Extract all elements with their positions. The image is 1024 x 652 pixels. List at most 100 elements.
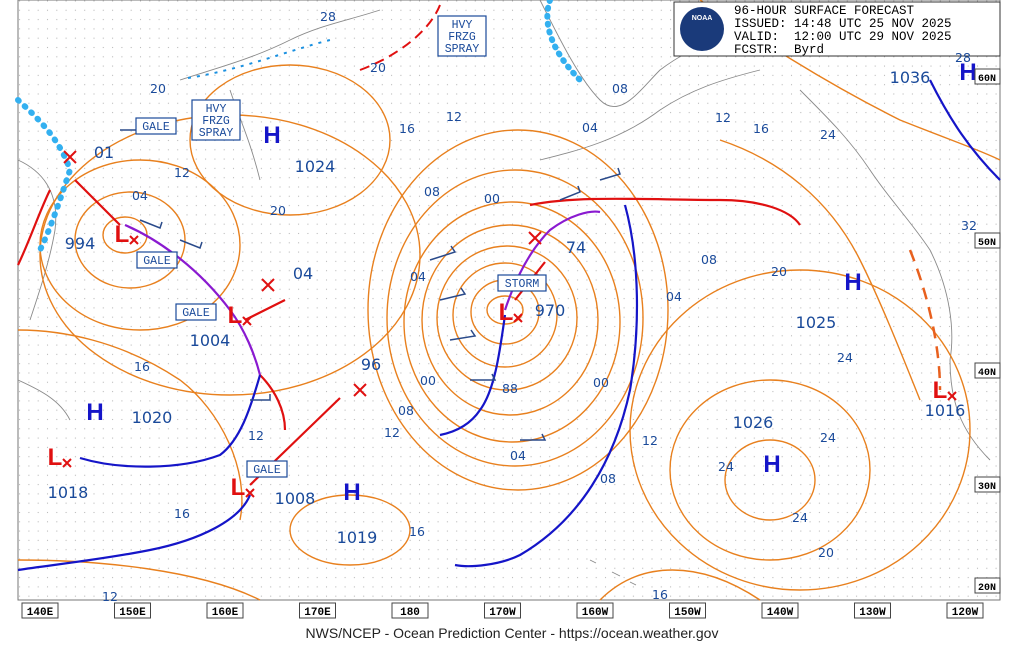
latitude-label: 60N	[978, 74, 996, 85]
center-pressure: 970	[535, 301, 566, 320]
isobar-label: 08	[612, 81, 628, 96]
footer: NWS/NCEP - Ocean Prediction Center - htt…	[306, 625, 719, 641]
center-pressure: 1008	[275, 489, 316, 508]
longitude-label: 150W	[674, 607, 701, 619]
center-cross	[513, 313, 523, 323]
longitude-label: 120W	[952, 607, 979, 619]
warning-box	[246, 460, 288, 478]
latitude-box	[974, 577, 1001, 594]
warning-text: SPRAY	[199, 127, 234, 140]
center-cross	[261, 278, 275, 292]
longitude-box	[21, 602, 59, 619]
logo-text: NOAA	[692, 15, 713, 22]
isobar-label: 16	[652, 587, 668, 602]
isobar-label: 12	[384, 425, 400, 440]
isobar-label: 04	[510, 448, 526, 463]
isobar-label: 20	[150, 81, 166, 96]
warning-text: HVY	[206, 103, 227, 116]
warning-text: FRZG	[202, 115, 230, 128]
center-symbol: L	[48, 444, 63, 471]
header-line: VALID: 12:00 UTC 29 NOV 2025	[734, 30, 952, 44]
isobar-label: 28	[955, 50, 971, 65]
isobar-label: 04	[582, 120, 598, 135]
header: NOAA 96-HOUR SURFACE FORECAST ISSUED: 14…	[673, 1, 1001, 57]
center-pressure: 1004	[190, 331, 231, 350]
header-box	[673, 1, 1001, 57]
center-cross	[62, 458, 72, 468]
center-pressure: 1026	[733, 413, 774, 432]
longitude-box	[669, 602, 706, 619]
isobar-label: 12	[642, 433, 658, 448]
warning-box	[437, 15, 487, 57]
center-symbol: H	[86, 399, 103, 426]
isobar-label: 12	[715, 110, 731, 125]
center-symbol: H	[263, 122, 280, 149]
center-symbol: H	[844, 269, 861, 296]
warning-text: SPRAY	[445, 43, 480, 56]
isobars	[17, 0, 1001, 601]
header-line: ISSUED: 14:48 UTC 25 NOV 2025	[734, 17, 952, 31]
isobar-label: 08	[398, 403, 414, 418]
isobar-label: 24	[837, 350, 853, 365]
isobar-label: 28	[320, 9, 336, 24]
center-symbol: L	[933, 377, 948, 404]
center-pressure: 1016	[925, 401, 966, 420]
isobar-label: 16	[174, 506, 190, 521]
longitude-label: 180	[400, 607, 420, 619]
warning-box	[191, 99, 241, 141]
isobar-label: 24	[820, 430, 836, 445]
longitude-label: 160W	[582, 607, 609, 619]
latitude-box	[974, 476, 1001, 493]
isobar-label: 16	[134, 359, 150, 374]
isobar-label: 20	[771, 264, 787, 279]
latitude-box	[974, 362, 1001, 379]
center-cross	[245, 488, 255, 498]
warning-box	[175, 303, 217, 321]
isobar-label: 24	[718, 459, 734, 474]
center-cross	[129, 235, 139, 245]
isobar-label: 24	[792, 510, 808, 525]
longitude-box	[299, 602, 336, 619]
center-pressure: 1024	[295, 157, 336, 176]
center-pressure: 1025	[796, 313, 837, 332]
center-cross	[353, 383, 367, 397]
isobar-label: 12	[446, 109, 462, 124]
latitude-label: 30N	[978, 482, 996, 493]
longitude-label: 170E	[304, 607, 331, 619]
coastlines	[17, 0, 991, 586]
center-cross	[63, 150, 77, 164]
isobar-label: 08	[600, 471, 616, 486]
isobar-label: 16	[753, 121, 769, 136]
isobar-label: 12	[102, 589, 118, 604]
isobar-label: 04	[410, 269, 426, 284]
center-symbol: L	[231, 474, 246, 501]
logo	[680, 7, 724, 51]
fronts	[15, 0, 1001, 572]
warning-text: FRZG	[448, 31, 476, 44]
longitude-box	[114, 602, 151, 619]
isobar-label: 88	[502, 381, 518, 396]
longitude-box	[206, 602, 244, 619]
isobar-label: 00	[484, 191, 500, 206]
longitude-label: 130W	[859, 607, 886, 619]
latitude-label: 40N	[978, 368, 996, 379]
center-symbol: L	[228, 302, 243, 329]
center-pressure: 96	[361, 355, 381, 374]
center-pressure: 01	[94, 143, 114, 162]
longitude-box	[484, 602, 521, 619]
warning-box	[497, 274, 547, 292]
longitude-box	[761, 602, 799, 619]
warning-text: GALE	[142, 121, 170, 134]
longitude-label: 150E	[119, 607, 146, 619]
center-cross	[528, 231, 542, 245]
isobar-label: 20	[370, 60, 386, 75]
isobar-label: 12	[174, 165, 190, 180]
center-cross	[947, 391, 957, 401]
longitude-box	[391, 602, 429, 619]
warning-text: GALE	[182, 307, 210, 320]
center-pressure: 1019	[337, 528, 378, 547]
center-symbol: L	[115, 221, 130, 248]
center-pressure: 1018	[48, 483, 89, 502]
